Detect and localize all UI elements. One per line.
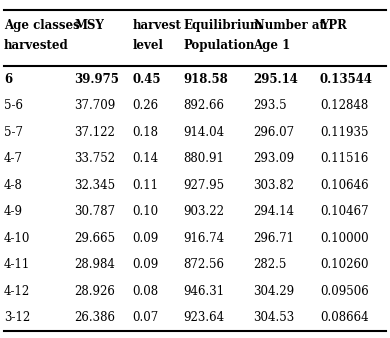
- Text: 30.787: 30.787: [74, 206, 115, 218]
- Text: 0.07: 0.07: [133, 312, 159, 324]
- Text: 880.91: 880.91: [183, 152, 224, 165]
- Text: 37.122: 37.122: [74, 126, 115, 139]
- Text: 293.5: 293.5: [254, 99, 287, 112]
- Text: 0.09: 0.09: [133, 232, 159, 245]
- Text: 0.13544: 0.13544: [320, 73, 373, 86]
- Text: 294.14: 294.14: [254, 206, 294, 218]
- Text: 296.07: 296.07: [254, 126, 294, 139]
- Text: 0.12848: 0.12848: [320, 99, 368, 112]
- Text: 4-7: 4-7: [4, 152, 23, 165]
- Text: 0.09: 0.09: [133, 259, 159, 271]
- Text: 923.64: 923.64: [183, 312, 224, 324]
- Text: Age classes: Age classes: [4, 19, 80, 31]
- Text: 0.10000: 0.10000: [320, 232, 369, 245]
- Text: 0.10: 0.10: [133, 206, 159, 218]
- Text: 892.66: 892.66: [183, 99, 224, 112]
- Text: 28.984: 28.984: [74, 259, 115, 271]
- Text: 0.08664: 0.08664: [320, 312, 369, 324]
- Text: Number at: Number at: [254, 19, 324, 31]
- Text: 914.04: 914.04: [183, 126, 224, 139]
- Text: 0.45: 0.45: [133, 73, 161, 86]
- Text: 37.709: 37.709: [74, 99, 115, 112]
- Text: 295.14: 295.14: [254, 73, 298, 86]
- Text: 0.08: 0.08: [133, 285, 159, 298]
- Text: Age 1: Age 1: [254, 39, 291, 52]
- Text: 903.22: 903.22: [183, 206, 224, 218]
- Text: 5-6: 5-6: [4, 99, 23, 112]
- Text: 918.58: 918.58: [183, 73, 228, 86]
- Text: 28.926: 28.926: [74, 285, 115, 298]
- Text: 26.386: 26.386: [74, 312, 115, 324]
- Text: 33.752: 33.752: [74, 152, 115, 165]
- Text: 4-8: 4-8: [4, 179, 23, 192]
- Text: harvest: harvest: [133, 19, 181, 31]
- Text: 4-9: 4-9: [4, 206, 23, 218]
- Text: 4-12: 4-12: [4, 285, 30, 298]
- Text: 304.29: 304.29: [254, 285, 294, 298]
- Text: 6: 6: [4, 73, 12, 86]
- Text: 304.53: 304.53: [254, 312, 295, 324]
- Text: 0.11516: 0.11516: [320, 152, 368, 165]
- Text: 0.26: 0.26: [133, 99, 159, 112]
- Text: 282.5: 282.5: [254, 259, 287, 271]
- Text: Population: Population: [183, 39, 255, 52]
- Text: 0.10260: 0.10260: [320, 259, 368, 271]
- Text: 4-11: 4-11: [4, 259, 30, 271]
- Text: 5-7: 5-7: [4, 126, 23, 139]
- Text: harvested: harvested: [4, 39, 69, 52]
- Text: 0.10646: 0.10646: [320, 179, 369, 192]
- Text: 0.10467: 0.10467: [320, 206, 369, 218]
- Text: 39.975: 39.975: [74, 73, 119, 86]
- Text: 303.82: 303.82: [254, 179, 294, 192]
- Text: 872.56: 872.56: [183, 259, 224, 271]
- Text: 916.74: 916.74: [183, 232, 224, 245]
- Text: MSY: MSY: [74, 19, 104, 31]
- Text: Equilibrium: Equilibrium: [183, 19, 263, 31]
- Text: 0.11935: 0.11935: [320, 126, 368, 139]
- Text: 0.11: 0.11: [133, 179, 159, 192]
- Text: 29.665: 29.665: [74, 232, 115, 245]
- Text: 946.31: 946.31: [183, 285, 224, 298]
- Text: 293.09: 293.09: [254, 152, 294, 165]
- Text: level: level: [133, 39, 163, 52]
- Text: 927.95: 927.95: [183, 179, 224, 192]
- Text: YPR: YPR: [320, 19, 347, 31]
- Text: 0.14: 0.14: [133, 152, 159, 165]
- Text: 3-12: 3-12: [4, 312, 30, 324]
- Text: 296.71: 296.71: [254, 232, 294, 245]
- Text: 0.18: 0.18: [133, 126, 159, 139]
- Text: 32.345: 32.345: [74, 179, 115, 192]
- Text: 4-10: 4-10: [4, 232, 30, 245]
- Text: 0.09506: 0.09506: [320, 285, 369, 298]
